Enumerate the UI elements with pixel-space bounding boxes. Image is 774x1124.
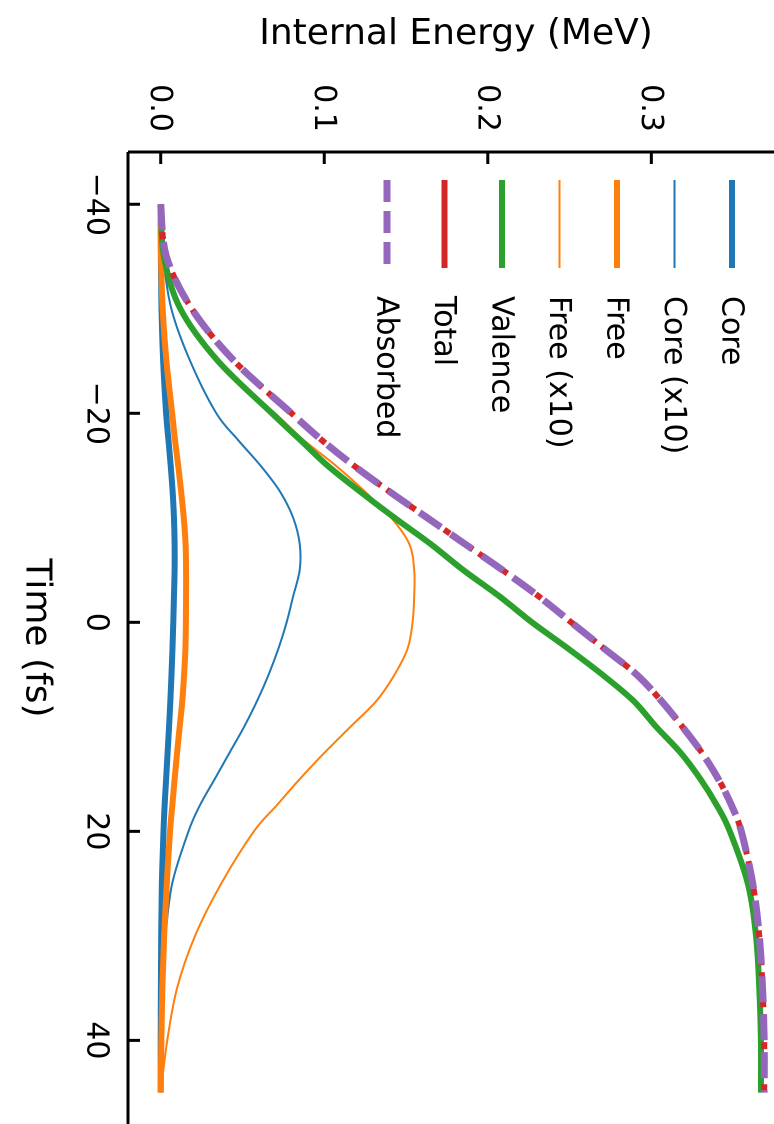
x-tick-label: 20 [80,812,115,850]
legend-item-total: Total [427,180,462,366]
series-line-core-x10 [159,204,302,1093]
legend-label: Free [600,296,635,360]
series-line-core [157,204,178,1093]
series-layer [157,203,768,1093]
x-tick-label: 0 [80,613,115,632]
y-axis-title: Internal Energy (MeV) [259,12,653,53]
y-tick-label: 0.1 [307,84,342,132]
legend: Core Core (x10) Free Free (x10) Valence Total… [370,180,750,454]
legend-item-free: Free [600,180,635,360]
series-line-absorbed [157,203,768,1093]
series-line-valence [157,204,765,1093]
legend-label: Core [715,296,750,365]
legend-item-free-x10: Free (x10) [542,180,577,449]
x-axis-title: Time (fs) [18,557,59,717]
axes-layer [126,150,774,1124]
legend-item-valence: Valence [485,180,520,413]
legend-label: Valence [485,296,520,413]
legend-item-absorbed: Absorbed [370,180,405,438]
x-tick-label: −40 [80,173,115,236]
x-tick-label: 40 [80,1021,115,1059]
y-tick-label: 0.3 [634,84,669,132]
y-tick-label: 0.2 [470,84,505,132]
y-tick-label: 0.0 [143,84,178,132]
legend-label: Absorbed [370,296,405,438]
legend-label: Free (x10) [542,296,577,449]
legend-label: Total [427,295,462,366]
ticks-layer: −40 −20 0 20 40 0.0 0.1 0.2 0.3 [80,84,669,1059]
legend-item-core-x10: Core (x10) [657,180,692,454]
x-tick-label: −20 [80,382,115,445]
series-line-free [157,204,190,1093]
legend-label: Core (x10) [657,296,692,454]
legend-item-core: Core [715,180,750,365]
